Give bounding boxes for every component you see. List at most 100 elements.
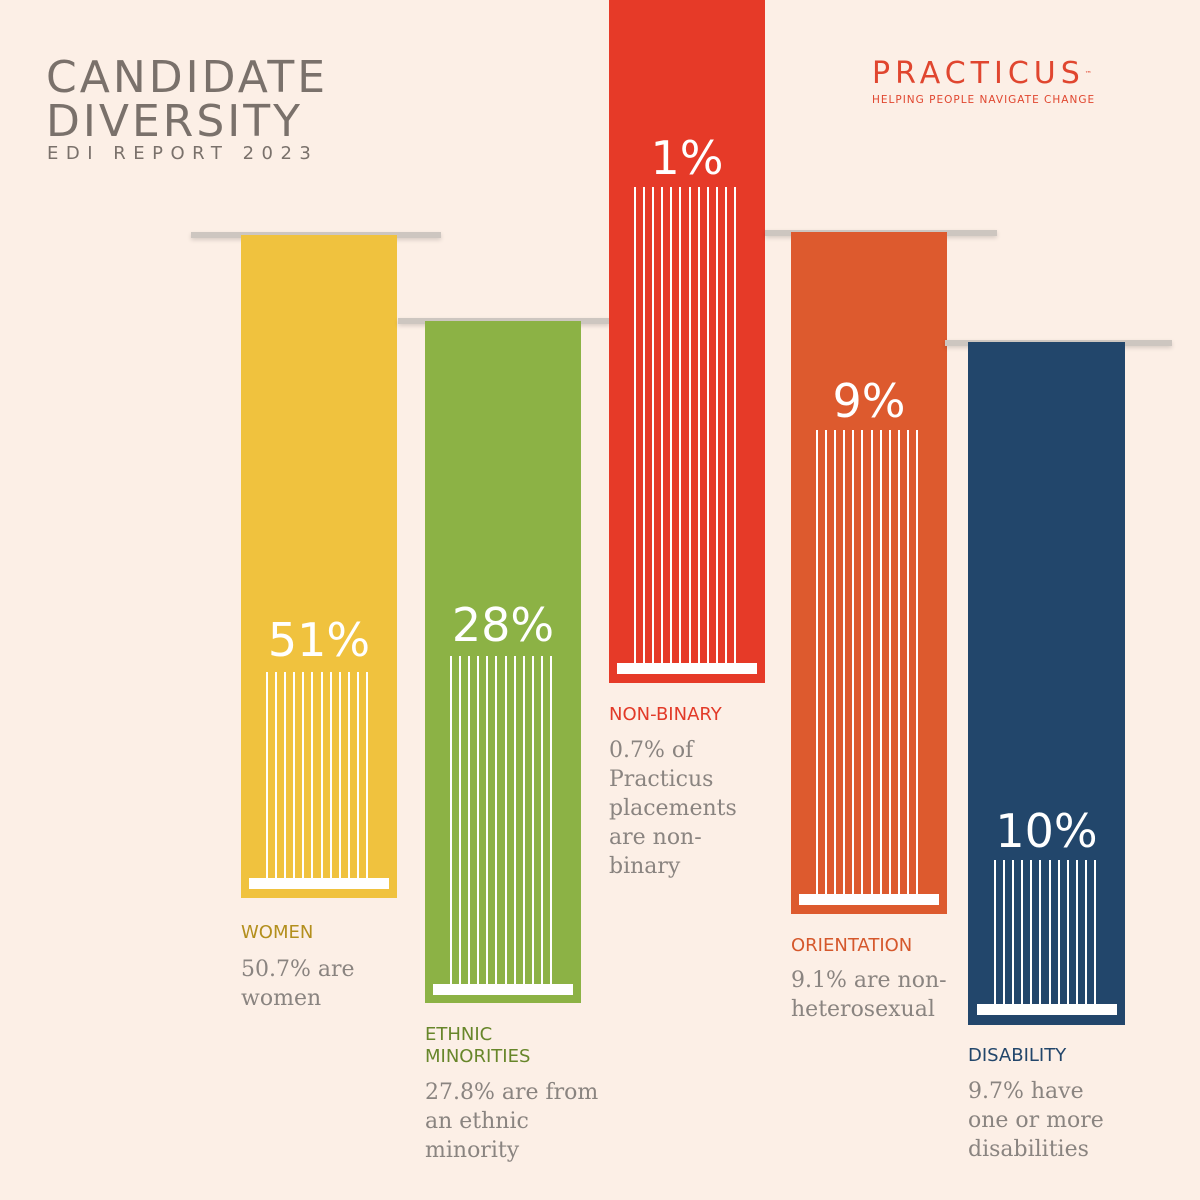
comb-tooth (468, 656, 470, 989)
logo-trademark: ™ (1084, 70, 1092, 78)
comb-tooth (880, 430, 882, 899)
description-line: binary (609, 854, 681, 879)
title-line-2: DIVERSITY (46, 96, 303, 147)
bar-value-label: 9% (832, 374, 906, 428)
comb-tooth (734, 187, 736, 668)
comb-tooth (348, 672, 350, 883)
page-title: CANDIDATE DIVERSITY (46, 56, 328, 144)
comb-tooth (339, 672, 341, 883)
comb-tooth (284, 672, 286, 883)
category-description: 9.7% have one or more disabilities (968, 1077, 1104, 1164)
comb-tooth (825, 430, 827, 899)
comb-tooth (670, 187, 672, 668)
category-label: NON-BINARY (609, 704, 722, 725)
comb-base (617, 663, 757, 674)
comb-tooth (321, 672, 323, 883)
comb-tooth (357, 672, 359, 883)
comb-tooth (366, 672, 368, 883)
bar-0: 51% (241, 235, 397, 898)
bar-4: 10% (968, 342, 1125, 1025)
bar-3: 9% (791, 232, 947, 914)
comb-tooth (725, 187, 727, 668)
comb-tooth (266, 672, 268, 883)
logo-name: PRACTICUS™ (872, 58, 1132, 90)
comb-tooth (852, 430, 854, 899)
description-line: women (241, 986, 322, 1011)
description-line: 9.1% are non- (791, 968, 947, 993)
category-label: DISABILITY (968, 1045, 1067, 1066)
comb-tooth (1049, 860, 1051, 1009)
description-line: an ethnic (425, 1109, 529, 1134)
comb-tooth (541, 656, 543, 989)
comb-tooth (1076, 860, 1078, 1009)
page-subtitle: EDI REPORT 2023 (47, 143, 319, 164)
comb-tooth (1094, 860, 1096, 1009)
comb-tooth (871, 430, 873, 899)
comb-tooth (1030, 860, 1032, 1009)
comb-tooth (514, 656, 516, 989)
description-line: 9.7% have (968, 1079, 1084, 1104)
comb-icon (617, 187, 757, 674)
description-line: disabilities (968, 1137, 1089, 1162)
comb-tooth (550, 656, 552, 989)
category-label-line: MINORITIES (425, 1046, 531, 1067)
comb-icon (799, 430, 939, 905)
comb-tooth (302, 672, 304, 883)
comb-icon (249, 672, 389, 889)
description-line: one or more (968, 1108, 1104, 1133)
description-line: are non- (609, 825, 702, 850)
comb-tooth (1067, 860, 1069, 1009)
comb-base (249, 878, 389, 889)
bar-2: 1% (609, 0, 765, 683)
comb-tooth (1021, 860, 1023, 1009)
bar-1: 28% (425, 321, 581, 1003)
comb-tooth (311, 672, 313, 883)
category-description: 0.7% of Practicus placements are non-binary (609, 736, 737, 881)
logo-name-text: PRACTICUS (872, 56, 1085, 91)
comb-tooth (889, 430, 891, 899)
category-label-line: ETHNIC (425, 1024, 493, 1045)
bar-value-label: 28% (451, 598, 555, 652)
comb-tooth (1003, 860, 1005, 1009)
comb-tooth (523, 656, 525, 989)
comb-tooth (994, 860, 996, 1009)
category-label: WOMEN (241, 922, 314, 943)
description-line: placements (609, 796, 737, 821)
bar-value-label: 10% (995, 804, 1098, 858)
comb-tooth (898, 430, 900, 899)
practicus-logo: PRACTICUS™ HELPING PEOPLE NAVIGATE CHANG… (872, 58, 1132, 107)
comb-tooth (834, 430, 836, 899)
comb-tooth (816, 430, 818, 899)
category-label: ETHNIC MINORITIES (425, 1024, 615, 1068)
comb-tooth (486, 656, 488, 989)
comb-tooth (532, 656, 534, 989)
description-line: 0.7% of (609, 738, 694, 763)
comb-tooth (495, 656, 497, 989)
comb-tooth (505, 656, 507, 989)
comb-tooth (907, 430, 909, 899)
comb-icon (433, 656, 573, 995)
category-description: 9.1% are non-heterosexual (791, 966, 947, 1024)
category-description: 27.8% are from an ethnic minority (425, 1078, 598, 1165)
comb-tooth (293, 672, 295, 883)
comb-base (977, 1004, 1117, 1015)
comb-tooth (1085, 860, 1087, 1009)
description-line: Practicus (609, 767, 714, 792)
bar-value-label: 51% (267, 613, 371, 667)
comb-base (433, 984, 573, 995)
comb-tooth (843, 430, 845, 899)
comb-tooth (1058, 860, 1060, 1009)
category-description: 50.7% are women (241, 955, 355, 1013)
comb-tooth (275, 672, 277, 883)
comb-tooth (689, 187, 691, 668)
comb-tooth (450, 656, 452, 989)
comb-tooth (707, 187, 709, 668)
comb-tooth (679, 187, 681, 668)
category-label: ORIENTATION (791, 935, 913, 956)
comb-tooth (643, 187, 645, 668)
comb-base (799, 894, 939, 905)
comb-tooth (1039, 860, 1041, 1009)
comb-tooth (661, 187, 663, 668)
bar-value-label: 1% (650, 131, 724, 185)
comb-tooth (861, 430, 863, 899)
